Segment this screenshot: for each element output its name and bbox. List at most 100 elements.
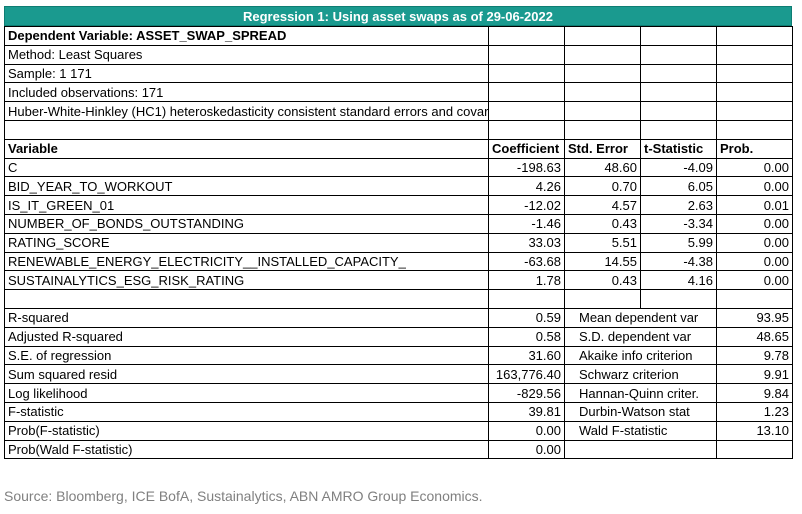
regression-table: Dependent Variable: ASSET_SWAP_SPREAD Me… bbox=[4, 26, 793, 460]
stat-label: Log likelihood bbox=[4, 383, 489, 403]
spacer-row bbox=[4, 119, 793, 140]
source-note: Source: Bloomberg, ICE BofA, Sustainalyt… bbox=[4, 488, 483, 504]
variable-name: BID_YEAR_TO_WORKOUT bbox=[4, 176, 489, 197]
prob-value: 0.00 bbox=[716, 213, 793, 234]
t-statistic-value: 2.63 bbox=[640, 195, 717, 215]
stat-label-secondary: Wald F-statistic bbox=[564, 420, 717, 441]
empty-cell bbox=[4, 289, 489, 309]
stat-label-secondary: Mean dependent var bbox=[564, 307, 717, 328]
stat-label-secondary: Hannan-Quinn criter. bbox=[564, 383, 717, 403]
stats-row: Adjusted R-squared 0.58 S.D. dependent var… bbox=[4, 326, 793, 347]
std-error-value: 0.43 bbox=[564, 213, 641, 234]
stat-label-secondary: Durbin-Watson stat bbox=[564, 401, 717, 422]
stat-value: 31.60 bbox=[488, 345, 565, 366]
stat-label: Adjusted R-squared bbox=[4, 326, 489, 347]
spacer-row bbox=[4, 289, 793, 309]
stat-label: Prob(Wald F-statistic) bbox=[4, 439, 489, 460]
coefficient-value: 1.78 bbox=[488, 270, 565, 291]
variable-name: IS_IT_GREEN_01 bbox=[4, 195, 489, 215]
stat-label-secondary bbox=[564, 439, 717, 460]
stats-row: Sum squared resid 163,776.40 Schwarz crite… bbox=[4, 364, 793, 385]
std-error-value: 5.51 bbox=[564, 232, 641, 253]
table-row: C -198.63 48.60 -4.09 0.00 bbox=[4, 157, 793, 178]
observations-label: Included observations: 171 bbox=[4, 82, 489, 103]
stat-label: R-squared bbox=[4, 307, 489, 328]
prob-value: 0.00 bbox=[716, 232, 793, 253]
std-error-value: 48.60 bbox=[564, 157, 641, 178]
dependent-variable-label: Dependent Variable: ASSET_SWAP_SPREAD bbox=[4, 26, 489, 46]
t-statistic-value: 6.05 bbox=[640, 176, 717, 197]
stat-value: 0.58 bbox=[488, 326, 565, 347]
empty-cell bbox=[716, 289, 793, 309]
std-error-value: 0.43 bbox=[564, 270, 641, 291]
std-error-value: 4.57 bbox=[564, 195, 641, 215]
variable-name: SUSTAINALYTICS_ESG_RISK_RATING bbox=[4, 270, 489, 291]
stat-value: 39.81 bbox=[488, 401, 565, 422]
column-header-coefficient: Coefficient bbox=[488, 138, 565, 159]
variable-name: C bbox=[4, 157, 489, 178]
prob-value: 0.00 bbox=[716, 270, 793, 291]
sample-label: Sample: 1 171 bbox=[4, 63, 489, 84]
table-row: RATING_SCORE 33.03 5.51 5.99 0.00 bbox=[4, 232, 793, 253]
stat-label-secondary: Schwarz criterion bbox=[564, 364, 717, 385]
hc-label: Huber-White-Hinkley (HC1) heteroskedasti… bbox=[4, 101, 489, 121]
header-row-sample: Sample: 1 171 bbox=[4, 63, 793, 84]
coefficient-value: -198.63 bbox=[488, 157, 565, 178]
column-header-variable: Variable bbox=[4, 138, 489, 159]
empty-cell bbox=[564, 289, 641, 309]
coefficient-value: -12.02 bbox=[488, 195, 565, 215]
stat-value: 0.00 bbox=[488, 420, 565, 441]
coefficient-value: -1.46 bbox=[488, 213, 565, 234]
stat-value-secondary: 48.65 bbox=[716, 326, 793, 347]
coefficient-value: 4.26 bbox=[488, 176, 565, 197]
stat-label: Sum squared resid bbox=[4, 364, 489, 385]
stat-value: 0.00 bbox=[488, 439, 565, 460]
coefficient-value: -63.68 bbox=[488, 251, 565, 272]
empty-cell bbox=[640, 289, 717, 309]
stat-label-secondary: Akaike info criterion bbox=[564, 345, 717, 366]
column-header-prob: Prob. bbox=[716, 138, 793, 159]
t-statistic-value: -3.34 bbox=[640, 213, 717, 234]
table-row: IS_IT_GREEN_01 -12.02 4.57 2.63 0.01 bbox=[4, 195, 793, 215]
stat-value: 163,776.40 bbox=[488, 364, 565, 385]
t-statistic-value: 4.16 bbox=[640, 270, 717, 291]
regression-table-body: Dependent Variable: ASSET_SWAP_SPREAD Me… bbox=[4, 26, 793, 460]
stat-value: 0.59 bbox=[488, 307, 565, 328]
header-row-method: Method: Least Squares bbox=[4, 44, 793, 65]
table-row: SUSTAINALYTICS_ESG_RISK_RATING 1.78 0.43 4.… bbox=[4, 270, 793, 291]
t-statistic-value: 5.99 bbox=[640, 232, 717, 253]
stat-value-secondary: 9.84 bbox=[716, 383, 793, 403]
column-header-row: Variable Coefficient Std. Error t-Statis… bbox=[4, 138, 793, 159]
column-header-t-statistic: t-Statistic bbox=[640, 138, 717, 159]
prob-value: 0.00 bbox=[716, 157, 793, 178]
stats-row: Log likelihood -829.56 Hannan-Quinn criter… bbox=[4, 383, 793, 403]
coefficient-value: 33.03 bbox=[488, 232, 565, 253]
stat-value-secondary: 13.10 bbox=[716, 420, 793, 441]
t-statistic-value: -4.38 bbox=[640, 251, 717, 272]
empty-cell bbox=[488, 289, 565, 309]
stat-value-secondary: 1.23 bbox=[716, 401, 793, 422]
stat-value-secondary: 93.95 bbox=[716, 307, 793, 328]
stat-label: Prob(F-statistic) bbox=[4, 420, 489, 441]
stats-row: F-statistic 39.81 Durbin-Watson stat 1.23 bbox=[4, 401, 793, 422]
stat-label-secondary: S.D. dependent var bbox=[564, 326, 717, 347]
table-row: NUMBER_OF_BONDS_OUTSTANDING -1.46 0.43 -3.3… bbox=[4, 213, 793, 234]
header-row-observations: Included observations: 171 bbox=[4, 82, 793, 103]
stats-row: Prob(Wald F-statistic) 0.00 bbox=[4, 439, 793, 460]
stat-value-secondary: 9.91 bbox=[716, 364, 793, 385]
table-title: Regression 1: Using asset swaps as of 29… bbox=[4, 6, 792, 26]
column-header-std-error: Std. Error bbox=[564, 138, 641, 159]
stat-value: -829.56 bbox=[488, 383, 565, 403]
stats-row: Prob(F-statistic) 0.00 Wald F-statistic 13.… bbox=[4, 420, 793, 441]
stat-label: S.E. of regression bbox=[4, 345, 489, 366]
prob-value: 0.00 bbox=[716, 176, 793, 197]
table-row: BID_YEAR_TO_WORKOUT 4.26 0.70 6.05 0.00 bbox=[4, 176, 793, 197]
header-row-hc: Huber-White-Hinkley (HC1) heteroskedasti… bbox=[4, 101, 793, 121]
prob-value: 0.00 bbox=[716, 251, 793, 272]
stat-label: F-statistic bbox=[4, 401, 489, 422]
variable-name: NUMBER_OF_BONDS_OUTSTANDING bbox=[4, 213, 489, 234]
method-label: Method: Least Squares bbox=[4, 44, 489, 65]
stats-row: R-squared 0.59 Mean dependent var 93.95 bbox=[4, 307, 793, 328]
variable-name: RENEWABLE_ENERGY_ELECTRICITY__INSTALLED_… bbox=[4, 251, 489, 272]
stats-row: S.E. of regression 31.60 Akaike info crite… bbox=[4, 345, 793, 366]
